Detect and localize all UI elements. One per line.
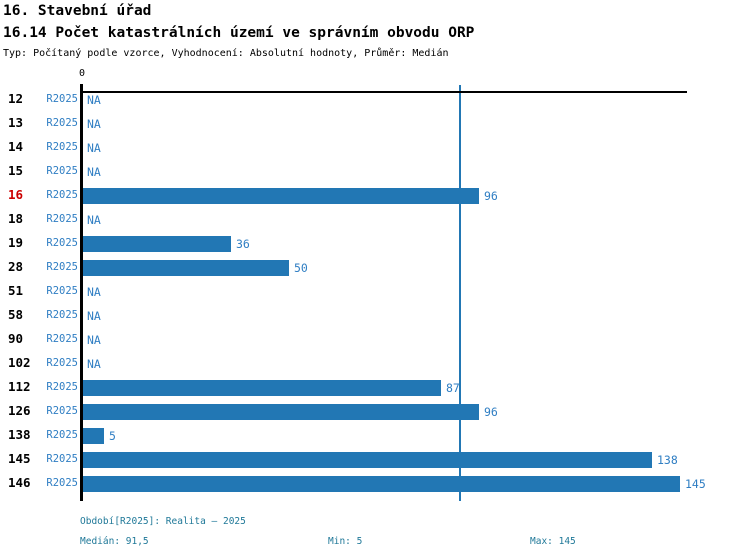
bar (83, 236, 231, 252)
footer-period-info: Období[R2025]: Realita – 2025 (80, 516, 246, 527)
median-reference-line (459, 85, 461, 501)
indicator-title: 16.14 Počet katastrálních území ve správ… (3, 25, 475, 41)
bar-value-label: 87 (446, 381, 460, 395)
bar-value-label: 5 (109, 429, 116, 443)
row-category-label: 15 (8, 163, 24, 178)
indicator-subtitle: Typ: Počítaný podle vzorce, Vyhodnocení:… (3, 48, 449, 59)
row-period-label: R2025 (46, 189, 78, 201)
row-category-label: 126 (8, 403, 31, 418)
row-category-label: 90 (8, 331, 24, 346)
row-period-label: R2025 (46, 357, 78, 369)
row-period-label: R2025 (46, 117, 78, 129)
row-period-label: R2025 (46, 261, 78, 273)
row-period-label: R2025 (46, 237, 78, 249)
x-axis-zero-tick-label: 0 (78, 68, 86, 79)
row-category-label: 58 (8, 307, 24, 322)
na-label: NA (87, 285, 101, 299)
bar-value-label: 138 (657, 453, 678, 467)
na-label: NA (87, 357, 101, 371)
bar-value-label: 145 (685, 477, 706, 491)
bar (83, 428, 104, 444)
footer-min: Min: 5 (328, 536, 363, 547)
bar (83, 404, 479, 420)
na-label: NA (87, 93, 101, 107)
na-label: NA (87, 117, 101, 131)
row-category-label: 51 (8, 283, 24, 298)
footer-median: Medián: 91,5 (80, 536, 149, 547)
row-category-label: 28 (8, 259, 24, 274)
bar (83, 380, 441, 396)
row-category-label: 18 (8, 211, 24, 226)
row-category-label: 14 (8, 139, 24, 154)
row-period-label: R2025 (46, 453, 78, 465)
row-period-label: R2025 (46, 333, 78, 345)
bar-value-label: 50 (294, 261, 308, 275)
na-label: NA (87, 165, 101, 179)
bar (83, 188, 479, 204)
bar (83, 260, 289, 276)
na-label: NA (87, 213, 101, 227)
row-category-label: 138 (8, 427, 31, 442)
bar (83, 476, 680, 492)
bar-value-label: 96 (484, 189, 498, 203)
row-period-label: R2025 (46, 141, 78, 153)
bar-value-label: 96 (484, 405, 498, 419)
row-category-label: 102 (8, 355, 31, 370)
row-category-label: 145 (8, 451, 31, 466)
page-title: 16. Stavební úřad (3, 3, 152, 19)
row-period-label: R2025 (46, 429, 78, 441)
row-period-label: R2025 (46, 309, 78, 321)
row-period-label: R2025 (46, 93, 78, 105)
bar (83, 452, 652, 468)
row-period-label: R2025 (46, 405, 78, 417)
na-label: NA (87, 333, 101, 347)
row-category-label: 19 (8, 235, 24, 250)
row-period-label: R2025 (46, 285, 78, 297)
row-category-label: 146 (8, 475, 31, 490)
na-label: NA (87, 309, 101, 323)
row-category-label: 16 (8, 187, 24, 202)
na-label: NA (87, 141, 101, 155)
row-period-label: R2025 (46, 477, 78, 489)
x-axis-top-line (81, 91, 687, 93)
y-axis-line (80, 84, 83, 501)
row-category-label: 13 (8, 115, 24, 130)
row-category-label: 12 (8, 91, 24, 106)
row-category-label: 112 (8, 379, 31, 394)
bar-value-label: 36 (236, 237, 250, 251)
footer-max: Max: 145 (530, 536, 576, 547)
row-period-label: R2025 (46, 165, 78, 177)
row-period-label: R2025 (46, 213, 78, 225)
row-period-label: R2025 (46, 381, 78, 393)
